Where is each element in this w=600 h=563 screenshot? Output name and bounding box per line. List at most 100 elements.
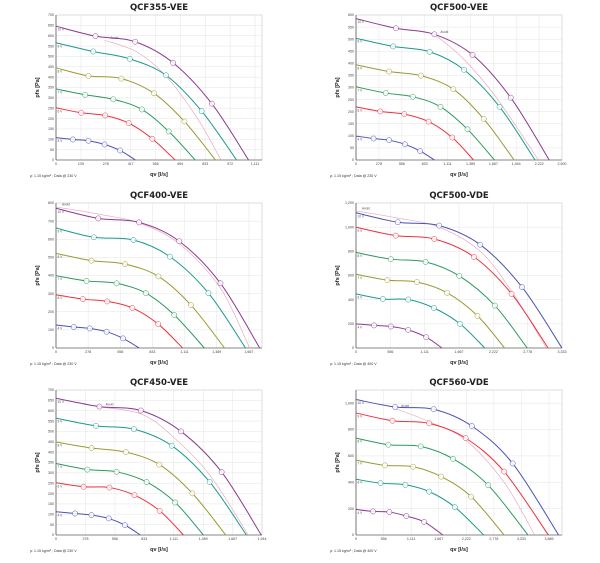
operating-point-marker: [426, 488, 433, 495]
operating-point-marker: [384, 277, 391, 283]
series-line: [55, 397, 262, 536]
operating-point-marker: [480, 116, 487, 122]
y-tick-label: 200: [48, 117, 54, 121]
x-tick-label: 0: [55, 162, 57, 166]
operating-point-marker: [105, 515, 112, 522]
limit-label: Avoid: [440, 30, 448, 34]
operating-point-marker: [123, 449, 129, 455]
operating-point-marker: [92, 33, 99, 39]
y-tick-label: 500: [48, 256, 54, 260]
y-tick-label: 450: [48, 65, 54, 69]
series-label: 6 V: [58, 484, 64, 488]
operating-point-marker: [155, 321, 162, 327]
y-tick-label: 400: [48, 274, 54, 278]
limit-curve: [99, 406, 249, 536]
x-tick-label: 1,667: [434, 537, 443, 541]
x-tick-label: 1,389: [466, 162, 475, 166]
y-tick-label: 400: [48, 75, 54, 79]
series-label: 6 V: [58, 109, 64, 113]
operating-point-marker: [95, 215, 102, 222]
limit-label: Avoid: [62, 202, 70, 206]
operating-point-marker: [385, 441, 392, 448]
y-tick-label: 150: [48, 127, 54, 131]
operating-point-marker: [403, 513, 410, 519]
y-tick-label: 1,200: [345, 201, 354, 205]
series-label: 9 V: [358, 40, 364, 44]
operating-point-marker: [402, 141, 408, 148]
operating-point-marker: [113, 468, 120, 475]
operating-point-marker: [138, 106, 145, 113]
chart-title: QCF355-VEE: [130, 3, 188, 13]
operating-point-marker: [168, 442, 175, 449]
y-axis-label: pfs [Pa]: [35, 77, 41, 97]
y-tick-label: 300: [348, 86, 354, 90]
x-tick-label: 2,222: [535, 162, 544, 166]
operating-point-marker: [118, 75, 125, 82]
operating-point-marker: [142, 290, 149, 296]
limit-curve: [55, 206, 250, 349]
operating-point-marker: [379, 296, 386, 302]
operating-point-marker: [461, 67, 467, 73]
y-tick-label: 1,000: [345, 225, 354, 229]
y-tick-label: 400: [348, 298, 354, 302]
limit-label: Avoid: [401, 404, 409, 408]
operating-point-marker: [508, 291, 515, 297]
operating-point-marker: [491, 302, 498, 309]
y-tick-label: 600: [348, 454, 354, 458]
operating-point-marker: [80, 483, 87, 490]
operating-point-marker: [426, 48, 433, 55]
y-tick-label: 1,000: [345, 401, 354, 405]
x-tick-label: 1,389: [199, 537, 208, 541]
operating-point-marker: [387, 323, 394, 330]
y-tick-label: 100: [48, 137, 54, 141]
series-label: 7 V: [58, 465, 64, 469]
series-label: 10 V: [58, 400, 65, 404]
x-tick-label: 833: [422, 162, 428, 166]
footnote: ρ: 1.15 kg/m³ ; Data @ 400 V: [330, 362, 377, 366]
y-tick-label: 400: [348, 62, 354, 66]
operating-point-marker: [126, 56, 133, 62]
operating-point-marker: [386, 137, 392, 144]
x-tick-label: 556: [399, 162, 405, 166]
x-tick-label: 2,222: [489, 350, 498, 354]
y-tick-label: 400: [348, 480, 354, 484]
operating-point-marker: [205, 290, 212, 296]
series-label: 7 V: [358, 88, 364, 92]
operating-point-marker: [426, 420, 433, 427]
y-tick-label: 450: [48, 440, 54, 444]
operating-point-marker: [387, 256, 394, 263]
y-tick-label: 400: [48, 450, 54, 454]
y-tick-label: 600: [48, 409, 54, 413]
limit-curve: [434, 34, 539, 161]
operating-point-marker: [437, 103, 444, 110]
x-tick-label: 2,778: [523, 350, 532, 354]
chart-qcf500-vde: QCF500-VDE 0 556 1,111 1,667 2,222 2,778 3,333 0…: [330, 191, 567, 366]
operating-point-marker: [423, 334, 430, 341]
y-tick-label: 700: [48, 388, 54, 392]
operating-point-marker: [402, 481, 409, 488]
y-axis-label: pfs [Pa]: [35, 452, 41, 472]
y-tick-label: 350: [48, 461, 54, 465]
series-label: 4 V: [58, 513, 64, 517]
limit-label: Avoid: [105, 402, 113, 406]
series-label: 10 V: [58, 210, 65, 214]
series-label: 10 V: [358, 214, 365, 218]
operating-point-marker: [93, 422, 99, 429]
operating-point-marker: [469, 52, 476, 58]
series-label: 9 V: [358, 229, 364, 233]
chart-qcf450-vee: QCF450-VEE 0 278 556 833 1,111 1,389 1,667 1,944…: [30, 378, 267, 553]
y-tick-label: 800: [348, 428, 354, 432]
x-tick-label: 833: [202, 162, 208, 166]
operating-point-marker: [176, 238, 183, 245]
y-tick-label: 200: [348, 507, 354, 511]
operating-point-marker: [436, 222, 443, 229]
y-axis-label: pfs [Pa]: [335, 265, 341, 285]
x-tick-label: 3,333: [558, 350, 567, 354]
x-tick-label: 972: [227, 162, 233, 166]
x-axis-label: qv [l/s]: [450, 547, 468, 553]
operating-point-marker: [78, 109, 85, 116]
series-label: 8 V: [358, 254, 364, 258]
x-tick-label: 556: [117, 350, 123, 354]
series-label: 7 V: [358, 276, 364, 280]
operating-point-marker: [151, 90, 157, 97]
